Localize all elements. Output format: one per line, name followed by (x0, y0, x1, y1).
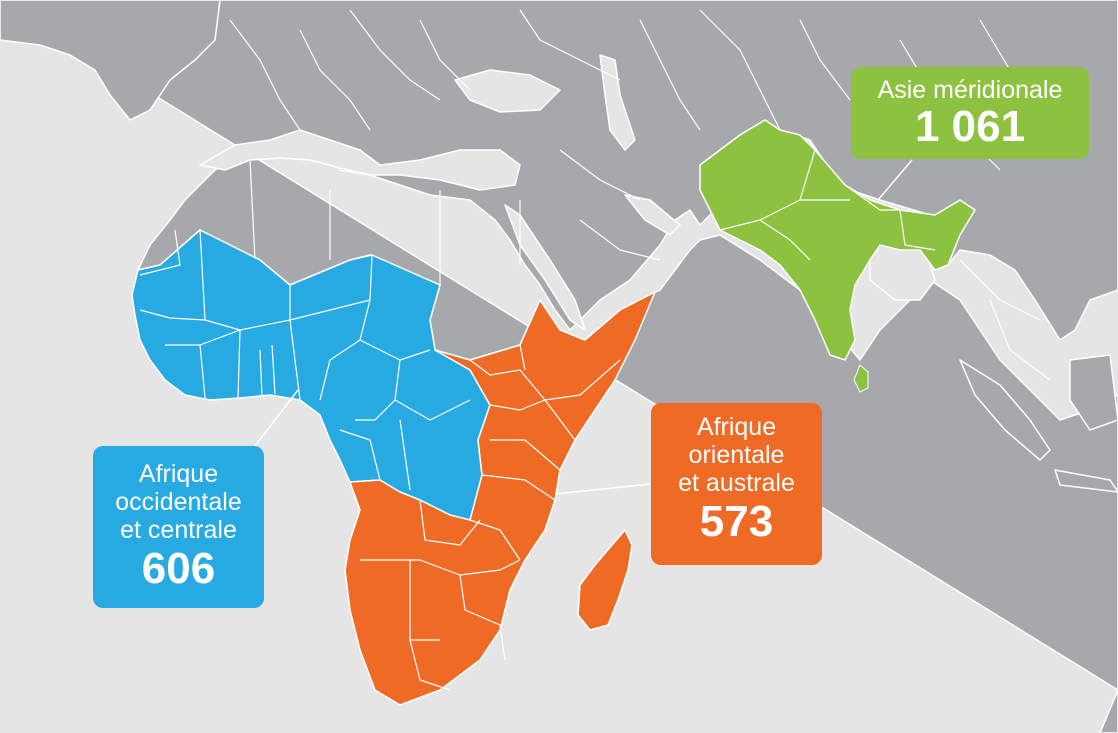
callout-west-central-label: Afrique occidentale et centrale (115, 460, 242, 544)
region-sri-lanka (853, 364, 869, 393)
leader-line-west-central (254, 389, 299, 447)
callout-east-south-value: 573 (699, 497, 774, 546)
region-borders (139, 149, 936, 691)
leader-line-east-south (554, 483, 652, 495)
grey-borders (229, 9, 1051, 381)
callout-west-central-africa: Afrique occidentale et centrale 606 (93, 446, 264, 608)
callout-south-asia-value: 1 061 (914, 102, 1026, 151)
red-sea (504, 204, 586, 331)
land-iberia-uk (0, 0, 221, 121)
persian-gulf (624, 194, 681, 236)
black-sea (454, 69, 561, 113)
callout-south-asia: Asie méridionale 1 061 (851, 67, 1089, 159)
callout-east-south-label: Afrique orientale et australe (678, 413, 795, 497)
callout-west-central-value: 606 (141, 544, 216, 593)
region-madagascar (577, 529, 633, 631)
land-sumatra (959, 359, 1051, 461)
mediterranean-sea (199, 129, 521, 191)
callout-east-south-africa: Afrique orientale et australe 573 (651, 403, 822, 565)
callout-south-asia-label: Asie méridionale (877, 76, 1063, 104)
land-borneo (1069, 354, 1118, 431)
leader-line-south-asia (877, 159, 913, 201)
caspian-sea (599, 54, 636, 151)
leader-lines (254, 159, 913, 495)
land-java (1054, 469, 1118, 493)
region-south-asia (699, 119, 976, 361)
